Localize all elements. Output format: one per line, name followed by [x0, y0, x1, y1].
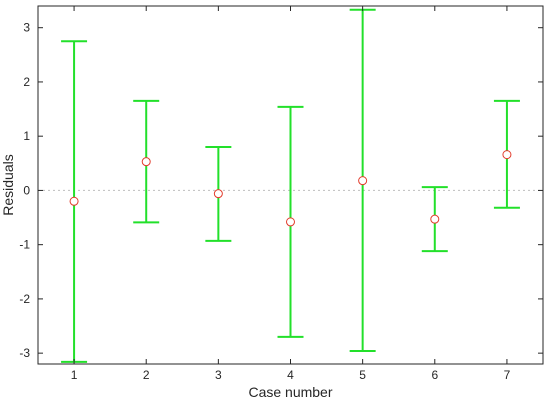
x-tick-label: 2: [143, 368, 150, 382]
x-tick-label: 7: [504, 368, 511, 382]
residual-point-2: [141, 157, 151, 167]
y-tick-label: -1: [19, 238, 30, 252]
residual-point-1: [69, 196, 79, 206]
x-tick-label: 5: [359, 368, 366, 382]
residual-point-6: [430, 214, 440, 224]
residual-point-7: [502, 150, 512, 160]
residual-point-5: [358, 176, 368, 186]
x-tick-label: 1: [71, 368, 78, 382]
y-tick-label: 2: [23, 75, 30, 89]
residual-point-3: [213, 189, 223, 199]
y-tick-label: 1: [23, 129, 30, 143]
y-tick-label: 0: [23, 183, 30, 197]
y-tick-label: -3: [19, 346, 30, 360]
residual-point-4: [286, 217, 295, 227]
y-tick-label: 3: [23, 21, 30, 35]
x-axis-label: Case number: [248, 384, 332, 400]
y-axis-label: Residuals: [0, 154, 16, 215]
x-tick-label: 6: [431, 368, 438, 382]
y-tick-label: -2: [19, 292, 30, 306]
x-tick-label: 3: [215, 368, 222, 382]
x-tick-label: 4: [287, 368, 294, 382]
